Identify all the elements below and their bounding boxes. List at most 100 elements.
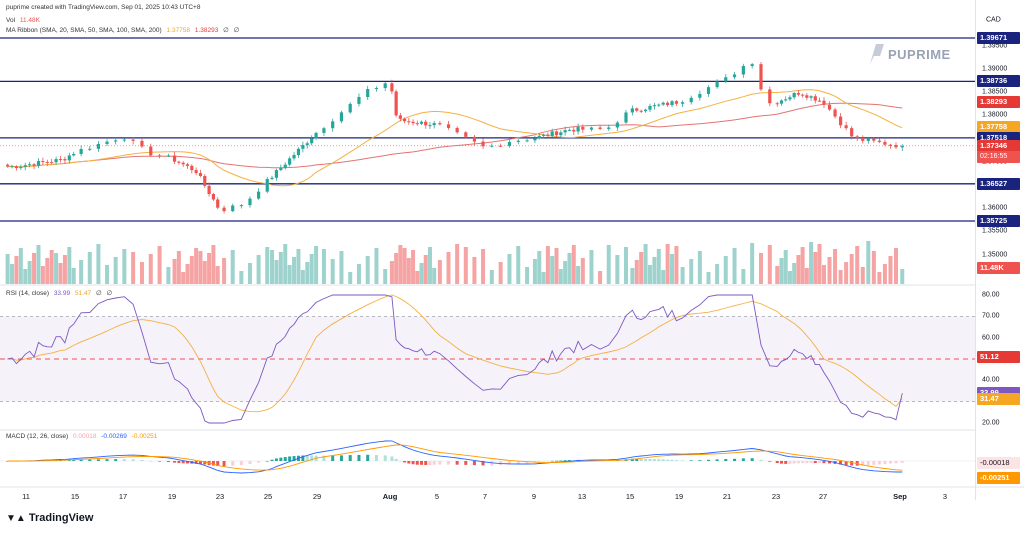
candle-body-123 [768, 89, 772, 104]
candle-body-18 [96, 143, 101, 149]
time-tick-2: 17 [118, 492, 128, 501]
macd-hist-bar-121 [750, 458, 754, 461]
macd-hist-bar-36 [211, 461, 215, 466]
volume-bar-39 [230, 250, 235, 284]
volume-bar-17 [87, 252, 92, 284]
volume-bar-91 [558, 269, 563, 284]
macd-hist-bar-61 [374, 455, 378, 461]
candle-body-129 [796, 93, 800, 95]
candle-body-27 [172, 155, 177, 162]
volume-bar-134 [817, 244, 822, 284]
volume-bar-59 [356, 264, 361, 284]
volume-bar-129 [796, 255, 801, 284]
candle-body-131 [805, 95, 809, 98]
rsi-tag-2: 31.47 [977, 392, 1020, 405]
time-tick-4: 23 [215, 492, 225, 501]
macd-hist-bar-88 [546, 461, 550, 462]
rsi-tag-0: 51.12 [977, 350, 1020, 363]
macd-hist-bar-102 [630, 458, 634, 461]
candle-body-143 [866, 138, 870, 141]
time-tick-1: 15 [70, 492, 80, 501]
macd-hist-bar-139 [844, 461, 848, 465]
volume-bar-62 [383, 269, 388, 284]
candle-body-130 [801, 94, 805, 96]
volume-bar-6 [32, 253, 37, 284]
macd-hist-bar-147 [888, 461, 892, 464]
macd-hist-value: 0.00018 [72, 433, 97, 440]
rsi-tick-0: 80.00 [982, 291, 1000, 299]
macd-hist-bar-97 [589, 460, 593, 461]
volume-bar-140 [849, 254, 854, 284]
volume-bar-8 [40, 266, 45, 284]
volume-bar-90 [554, 248, 559, 284]
macd-hist-bar-12 [59, 460, 63, 461]
brand-name: PUPRIME [888, 47, 951, 62]
macd-hist-bar-83 [516, 461, 520, 464]
volume-bar-7 [36, 245, 41, 284]
volume-bar-124 [775, 266, 780, 284]
volume-bar-34 [202, 261, 207, 284]
candle-body-146 [883, 141, 887, 145]
macd-hist-bar-62 [383, 455, 387, 461]
macd-hist-bar-16 [79, 459, 83, 461]
macd-hist-bar-124 [775, 461, 779, 464]
candle-body-38 [222, 207, 226, 212]
volume-bar-95 [576, 266, 581, 284]
candle-body-33 [198, 173, 203, 176]
macd-hist-bar-40 [239, 461, 243, 466]
macd-hist-bar-60 [366, 454, 370, 461]
volume-bar-119 [732, 248, 737, 284]
candle-body-28 [177, 161, 181, 163]
candle-body-98 [598, 127, 602, 129]
candle-body-60 [366, 89, 370, 97]
price-scale[interactable] [975, 0, 1024, 500]
volume-bar-121 [750, 243, 755, 284]
candle-body-46 [279, 167, 283, 171]
volume-bar-49 [292, 257, 297, 284]
volume-bar-88 [545, 246, 550, 284]
candle-body-1 [10, 166, 14, 168]
volume-bar-143 [866, 241, 871, 284]
candle-body-102 [630, 108, 634, 113]
volume-bar-20 [113, 257, 118, 284]
volume-bar-75 [446, 252, 451, 284]
volume-bar-51 [300, 270, 305, 284]
ma-label: MA Ribbon (SMA, 20, SMA, 50, SMA, 100, S… [6, 27, 162, 34]
volume-bar-0 [5, 254, 10, 284]
macd-hist-bar-105 [644, 458, 648, 461]
volume-bar-108 [656, 249, 661, 284]
macd-hist-bar-46 [279, 457, 283, 461]
volume-bar-89 [550, 256, 555, 284]
macd-hist-bar-117 [715, 459, 719, 461]
volume-bar-67 [406, 258, 411, 284]
macd-hist-bar-149 [900, 461, 904, 463]
price-tag-6: 1.36527 [977, 177, 1020, 190]
volume-bar-118 [723, 256, 728, 284]
candle-body-147 [888, 144, 893, 146]
volume-bar-72 [427, 247, 432, 284]
candle-body-49 [292, 155, 296, 159]
volume-bar-64 [394, 253, 399, 284]
time-tick-12: 15 [625, 492, 635, 501]
candle-body-126 [784, 99, 788, 101]
macd-hist-bar-112 [674, 460, 678, 461]
volume-bar-13 [62, 255, 67, 284]
price-tick-1: 1.39000 [982, 65, 1008, 73]
candle-body-6 [32, 164, 36, 166]
candle-body-71 [424, 121, 428, 126]
candle-body-111 [670, 101, 674, 106]
candle-body-73 [432, 123, 436, 126]
candle-body-94 [572, 129, 576, 132]
macd-hist-bar-108 [657, 459, 661, 461]
volume-bar-35 [207, 253, 212, 284]
volume-bar-52 [305, 262, 310, 284]
volume-bar-123 [767, 245, 772, 284]
rsi-legend: RSI (14, close) 33.99 51.47 ∅ ∅ [6, 289, 112, 297]
macd-hist-bar-119 [733, 458, 737, 461]
macd-hist-bar-71 [424, 461, 428, 466]
macd-hist-bar-63 [390, 456, 394, 461]
price-tag-0: 1.39671 [977, 32, 1020, 44]
volume-bar-104 [639, 252, 644, 284]
candle-body-44 [270, 177, 274, 179]
